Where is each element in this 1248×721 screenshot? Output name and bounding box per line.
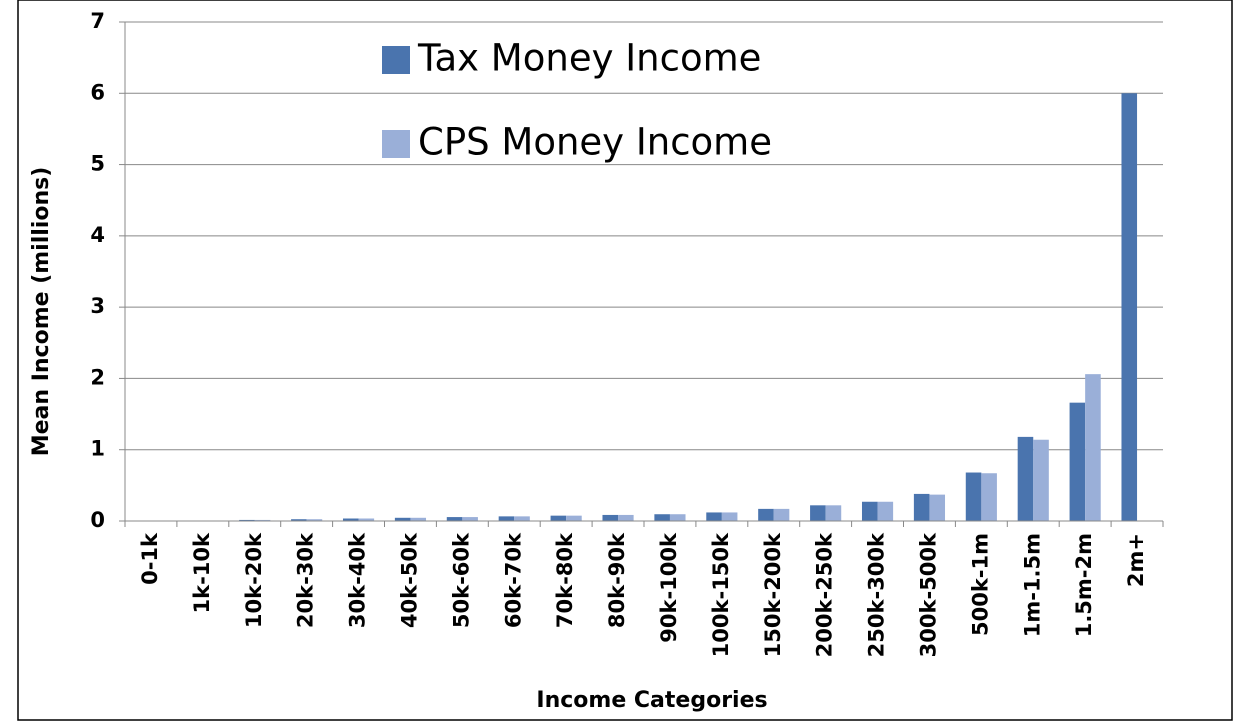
- chart-frame: [17, 0, 1233, 721]
- bar: [550, 515, 567, 521]
- y-tick-label: 4: [90, 223, 105, 247]
- x-tick-label: 90k-100k: [657, 532, 681, 643]
- bar: [446, 517, 463, 521]
- bar: [913, 493, 930, 521]
- x-tick-label: 0-1k: [138, 532, 162, 585]
- bar: [825, 505, 842, 521]
- bar: [669, 514, 686, 521]
- bar: [342, 518, 359, 521]
- bar: [306, 519, 323, 521]
- legend-label: CPS Money Income: [418, 121, 772, 164]
- bar: [773, 508, 790, 521]
- bar: [706, 512, 722, 521]
- x-tick-label: 1.5m-2m: [1072, 533, 1096, 637]
- y-tick-label: 2: [90, 365, 105, 389]
- bar: [929, 494, 946, 521]
- bar: [1085, 374, 1101, 521]
- x-tick-label: 20k-30k: [294, 532, 318, 628]
- x-tick-label: 50k-60k: [449, 532, 473, 628]
- y-tick-label: 1: [90, 437, 105, 461]
- bar: [358, 518, 375, 521]
- bar: [1033, 439, 1049, 521]
- x-tick-label: 1k-10k: [190, 532, 214, 614]
- y-tick-label: 5: [90, 152, 105, 176]
- x-tick-label: 60k-70k: [501, 532, 525, 628]
- x-tick-label: 150k-200k: [761, 532, 785, 657]
- bar: [1121, 93, 1138, 522]
- x-tick-label: 2m+: [1124, 533, 1148, 587]
- x-tick-label: 1m-1.5m: [1020, 533, 1044, 637]
- bar: [981, 473, 997, 521]
- bar: [1017, 436, 1034, 521]
- bar: [1069, 402, 1086, 521]
- y-tick-label: 3: [90, 294, 105, 318]
- y-tick-label: 7: [90, 9, 105, 33]
- bar: [861, 501, 878, 521]
- bar: [965, 472, 982, 521]
- bar: [566, 515, 582, 521]
- bar: [254, 519, 271, 521]
- bar: [462, 517, 478, 521]
- x-tick-label: 40k-50k: [397, 532, 421, 628]
- bar: [498, 516, 515, 521]
- x-tick-label: 300k-500k: [916, 532, 940, 657]
- x-tick-label: 100k-150k: [709, 532, 733, 657]
- y-tick-label: 6: [90, 80, 105, 104]
- bar: [618, 514, 634, 521]
- bar: [410, 517, 427, 521]
- legend-swatch: [382, 46, 410, 74]
- bar: [654, 514, 670, 521]
- x-tick-label: 200k-250k: [813, 532, 837, 657]
- y-tick-label: 0: [90, 508, 105, 532]
- bar: [810, 505, 826, 521]
- bar: [394, 517, 411, 521]
- bar: [239, 519, 255, 521]
- bar: [602, 514, 619, 521]
- bar: [291, 519, 307, 521]
- legend-swatch: [382, 130, 410, 158]
- x-tick-label: 500k-1m: [968, 533, 992, 636]
- x-axis-title: Income Categories: [536, 688, 767, 713]
- bar: [758, 508, 774, 521]
- bar: [721, 512, 738, 521]
- x-tick-label: 80k-90k: [605, 532, 629, 628]
- x-tick-label: 10k-20k: [242, 532, 266, 628]
- legend-label: Tax Money Income: [417, 37, 761, 80]
- x-tick-label: 30k-40k: [346, 532, 370, 628]
- bar: [514, 516, 530, 521]
- x-tick-label: 70k-80k: [553, 532, 577, 628]
- x-tick-label: 250k-300k: [865, 532, 889, 657]
- y-axis-title: Mean Income (millions): [29, 167, 54, 457]
- bar: [877, 501, 894, 521]
